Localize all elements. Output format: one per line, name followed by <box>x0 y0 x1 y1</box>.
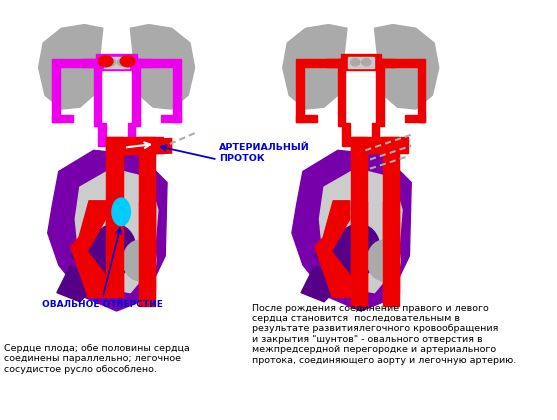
Bar <box>326 60 395 67</box>
Ellipse shape <box>118 58 126 66</box>
Polygon shape <box>301 265 343 302</box>
Polygon shape <box>123 139 172 155</box>
Ellipse shape <box>106 58 116 66</box>
Ellipse shape <box>123 240 156 281</box>
Bar <box>418 60 425 122</box>
Bar <box>104 57 129 68</box>
Ellipse shape <box>89 224 135 278</box>
Text: После рождения соединение правого и левого
сердца становится  последовательным в: После рождения соединение правого и лево… <box>252 304 517 365</box>
Bar <box>372 123 379 146</box>
Polygon shape <box>38 25 103 109</box>
Text: ОВАЛЬНОЕ ОТВЕРСТИЕ: ОВАЛЬНОЕ ОТВЕРСТИЕ <box>42 300 163 309</box>
Bar <box>348 57 374 68</box>
Polygon shape <box>319 169 402 293</box>
Bar <box>304 60 418 67</box>
Bar <box>296 115 317 122</box>
Bar <box>106 136 163 153</box>
Bar <box>139 201 155 293</box>
Bar <box>383 136 399 306</box>
Ellipse shape <box>367 240 400 281</box>
Bar <box>106 136 123 297</box>
Bar <box>52 115 72 122</box>
Text: Сердце плода; обе половины сердца
соединены параллельно; легочное
сосудистое рус: Сердце плода; обе половины сердца соедин… <box>4 344 189 374</box>
Bar <box>160 115 181 122</box>
Polygon shape <box>71 201 123 297</box>
Bar <box>128 123 135 146</box>
Bar <box>377 60 384 126</box>
Bar <box>98 123 106 146</box>
Ellipse shape <box>98 56 113 67</box>
Bar <box>405 115 425 122</box>
Ellipse shape <box>333 224 380 278</box>
Bar <box>351 136 367 306</box>
Ellipse shape <box>120 56 135 67</box>
Bar <box>82 60 152 67</box>
Bar <box>351 201 367 293</box>
Polygon shape <box>292 150 411 311</box>
Bar <box>139 136 155 306</box>
Ellipse shape <box>361 58 371 66</box>
Bar <box>343 123 350 146</box>
Polygon shape <box>315 219 356 284</box>
Polygon shape <box>75 169 158 293</box>
Bar <box>60 60 173 67</box>
Text: АРТЕРИАЛЬНЫЙ
ПРОТОК: АРТЕРИАЛЬНЫЙ ПРОТОК <box>219 143 310 163</box>
Bar <box>106 201 123 293</box>
Ellipse shape <box>351 58 360 66</box>
Bar <box>173 60 181 122</box>
Polygon shape <box>57 265 98 302</box>
Polygon shape <box>71 219 112 284</box>
Bar <box>132 60 139 126</box>
Bar <box>383 201 399 293</box>
Bar <box>351 136 408 153</box>
Bar <box>296 60 304 122</box>
Polygon shape <box>130 25 194 109</box>
Bar <box>96 54 137 71</box>
Polygon shape <box>48 150 167 311</box>
Polygon shape <box>283 25 347 109</box>
Bar <box>94 60 101 126</box>
Bar <box>340 54 381 71</box>
Ellipse shape <box>112 198 130 226</box>
Polygon shape <box>374 25 439 109</box>
Bar <box>338 60 345 126</box>
Polygon shape <box>315 201 367 297</box>
Bar <box>52 60 60 122</box>
